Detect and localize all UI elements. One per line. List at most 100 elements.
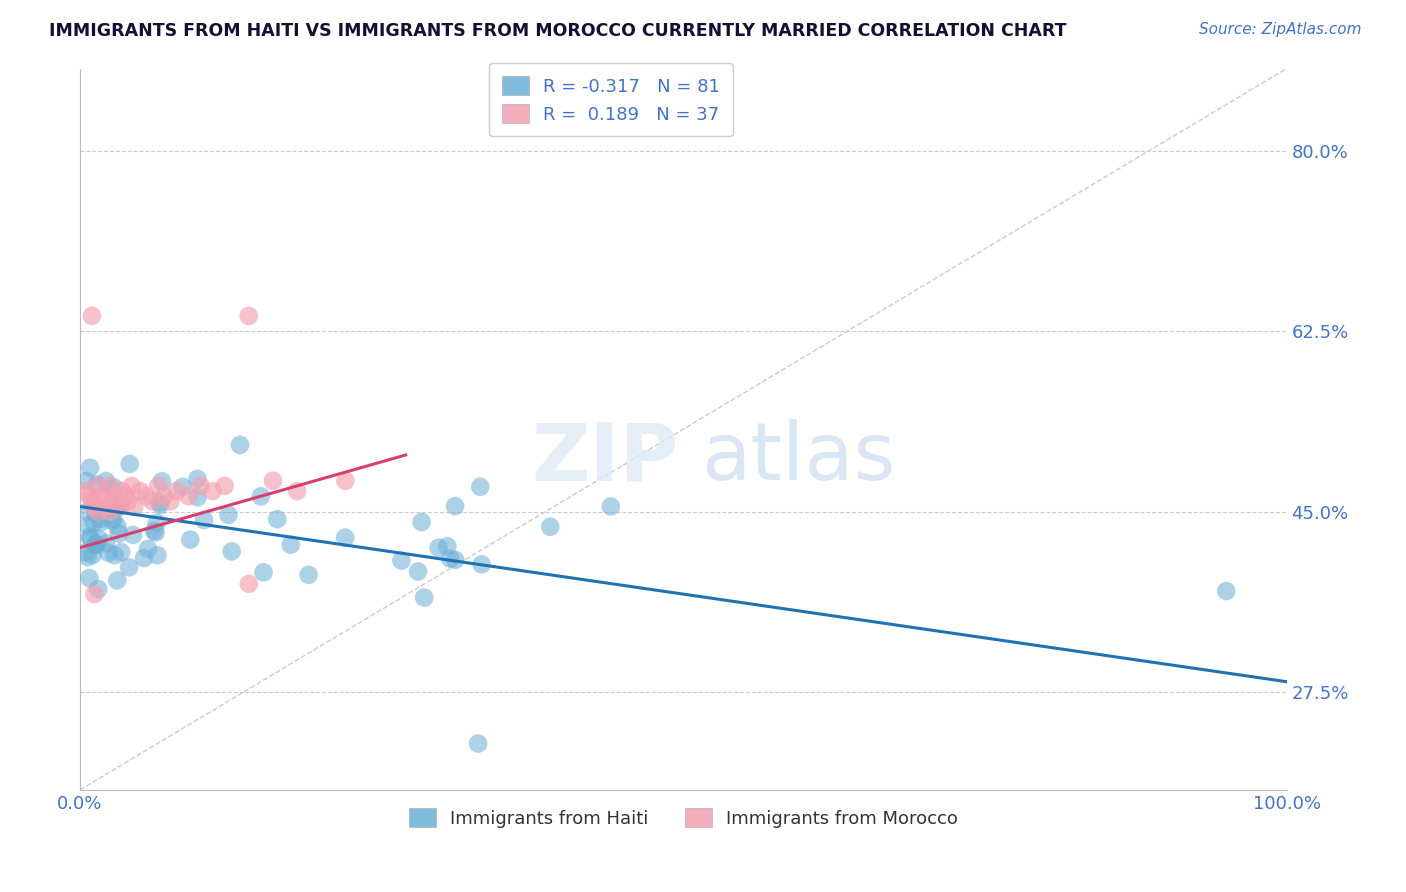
Point <box>90 515 112 529</box>
Point <box>97 545 120 559</box>
Point <box>82 548 104 562</box>
Point <box>90 489 112 503</box>
Point <box>406 565 429 579</box>
Point <box>75 484 97 499</box>
Point <box>80 494 103 508</box>
Point <box>538 520 561 534</box>
Point <box>187 472 209 486</box>
Point <box>108 499 131 513</box>
Point <box>93 494 115 508</box>
Point <box>105 519 128 533</box>
Point <box>599 500 621 514</box>
Point <box>266 512 288 526</box>
Point <box>83 500 105 514</box>
Point <box>136 541 159 556</box>
Point <box>190 479 212 493</box>
Point <box>143 524 166 538</box>
Point <box>83 587 105 601</box>
Point <box>103 511 125 525</box>
Point <box>108 500 131 514</box>
Point <box>1215 584 1237 599</box>
Point <box>187 491 209 505</box>
Point <box>75 545 97 559</box>
Point <box>87 505 110 519</box>
Point <box>86 477 108 491</box>
Point <box>333 531 356 545</box>
Point <box>110 545 132 559</box>
Point <box>87 479 110 493</box>
Point <box>389 553 412 567</box>
Point <box>179 533 201 547</box>
Text: atlas: atlas <box>700 419 896 497</box>
Point <box>104 548 127 562</box>
Point <box>94 536 117 550</box>
Point <box>252 566 274 580</box>
Point <box>146 516 169 530</box>
Point <box>108 526 131 541</box>
Point <box>87 532 110 546</box>
Text: IMMIGRANTS FROM HAITI VS IMMIGRANTS FROM MOROCCO CURRENTLY MARRIED CORRELATION C: IMMIGRANTS FROM HAITI VS IMMIGRANTS FROM… <box>49 22 1067 40</box>
Point <box>108 498 131 512</box>
Point <box>335 474 357 488</box>
Point <box>83 516 105 530</box>
Point <box>214 479 236 493</box>
Legend: Immigrants from Haiti, Immigrants from Morocco: Immigrants from Haiti, Immigrants from M… <box>401 801 965 835</box>
Point <box>105 494 128 508</box>
Point <box>79 532 101 546</box>
Point <box>149 495 172 509</box>
Point <box>153 489 176 503</box>
Point <box>96 502 118 516</box>
Point <box>177 489 200 503</box>
Point <box>262 474 284 488</box>
Point <box>467 737 489 751</box>
Point <box>122 500 145 514</box>
Point <box>221 544 243 558</box>
Point <box>444 499 467 513</box>
Point <box>89 512 111 526</box>
Point <box>79 460 101 475</box>
Point <box>101 514 124 528</box>
Point <box>118 560 141 574</box>
Point <box>121 479 143 493</box>
Point <box>132 551 155 566</box>
Point <box>148 479 170 493</box>
Point <box>79 529 101 543</box>
Point <box>86 538 108 552</box>
Point <box>96 500 118 514</box>
Point <box>217 508 239 522</box>
Point <box>149 498 172 512</box>
Point <box>250 490 273 504</box>
Point <box>75 474 97 488</box>
Point <box>118 457 141 471</box>
Point <box>98 479 121 493</box>
Point <box>103 489 125 503</box>
Point <box>77 518 100 533</box>
Point <box>122 528 145 542</box>
Point <box>135 489 157 503</box>
Point <box>165 484 187 499</box>
Point <box>427 541 450 555</box>
Point <box>79 489 101 503</box>
Point <box>172 480 194 494</box>
Point <box>193 513 215 527</box>
Point <box>76 505 98 519</box>
Point <box>84 506 107 520</box>
Point <box>94 474 117 488</box>
Point <box>238 309 260 323</box>
Point <box>201 484 224 499</box>
Point <box>84 537 107 551</box>
Point <box>114 489 136 503</box>
Point <box>146 548 169 562</box>
Point <box>105 574 128 588</box>
Point <box>98 505 121 519</box>
Point <box>129 484 152 499</box>
Point <box>84 538 107 552</box>
Point <box>439 551 461 566</box>
Point <box>103 481 125 495</box>
Text: Source: ZipAtlas.com: Source: ZipAtlas.com <box>1198 22 1361 37</box>
Point <box>80 309 103 323</box>
Point <box>411 515 433 529</box>
Point <box>229 438 252 452</box>
Point <box>76 550 98 565</box>
Text: ZIP: ZIP <box>531 419 679 497</box>
